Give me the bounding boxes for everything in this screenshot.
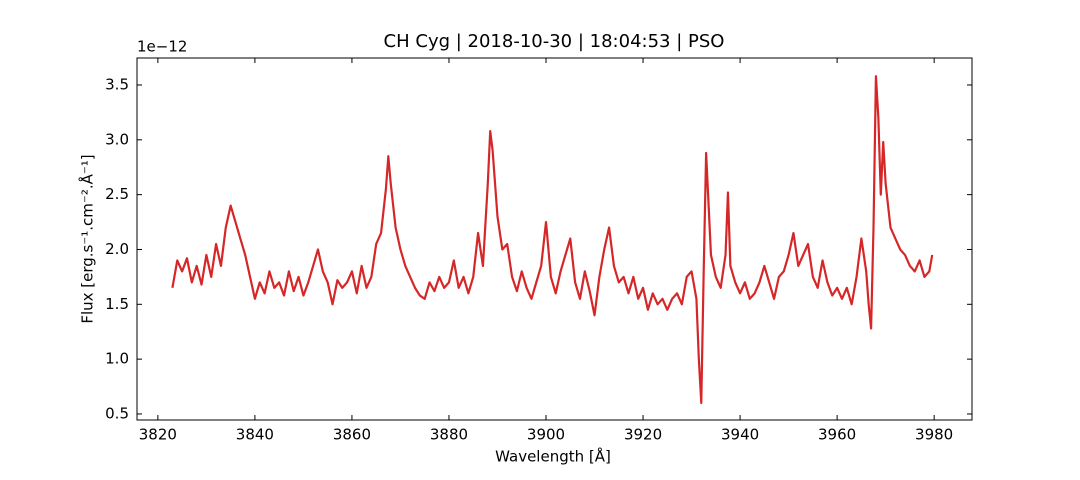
y-tick-label: 1.0: [105, 350, 129, 368]
x-tick-label: 3860: [333, 426, 371, 444]
y-offset-label: 1e−12: [137, 38, 187, 56]
y-tick-label: 2.5: [105, 185, 129, 203]
x-tick-label: 3820: [139, 426, 177, 444]
spectrum-line: [171, 75, 934, 405]
x-tick-label: 3900: [527, 426, 565, 444]
y-tick-label: 2.0: [105, 240, 129, 258]
x-tick-label: 3960: [818, 426, 856, 444]
y-axis-label: Flux [erg.s⁻¹.cm⁻².Å⁻¹]: [78, 154, 97, 323]
chart-title: CH Cyg | 2018-10-30 | 18:04:53 | PSO: [384, 31, 725, 52]
y-tick-label: 1.5: [105, 295, 129, 313]
y-tick-label: 3.5: [105, 75, 129, 93]
x-tick-label: 3880: [430, 426, 468, 444]
x-tick-label: 3840: [236, 426, 274, 444]
y-tick-label: 0.5: [105, 404, 129, 422]
x-tick-label: 3940: [721, 426, 759, 444]
x-axis-label: Wavelength [Å]: [495, 447, 611, 466]
plot-frame: [136, 57, 973, 421]
x-tick-label: 3980: [915, 426, 953, 444]
y-tick-label: 3.0: [105, 130, 129, 148]
x-tick-label: 3920: [624, 426, 662, 444]
